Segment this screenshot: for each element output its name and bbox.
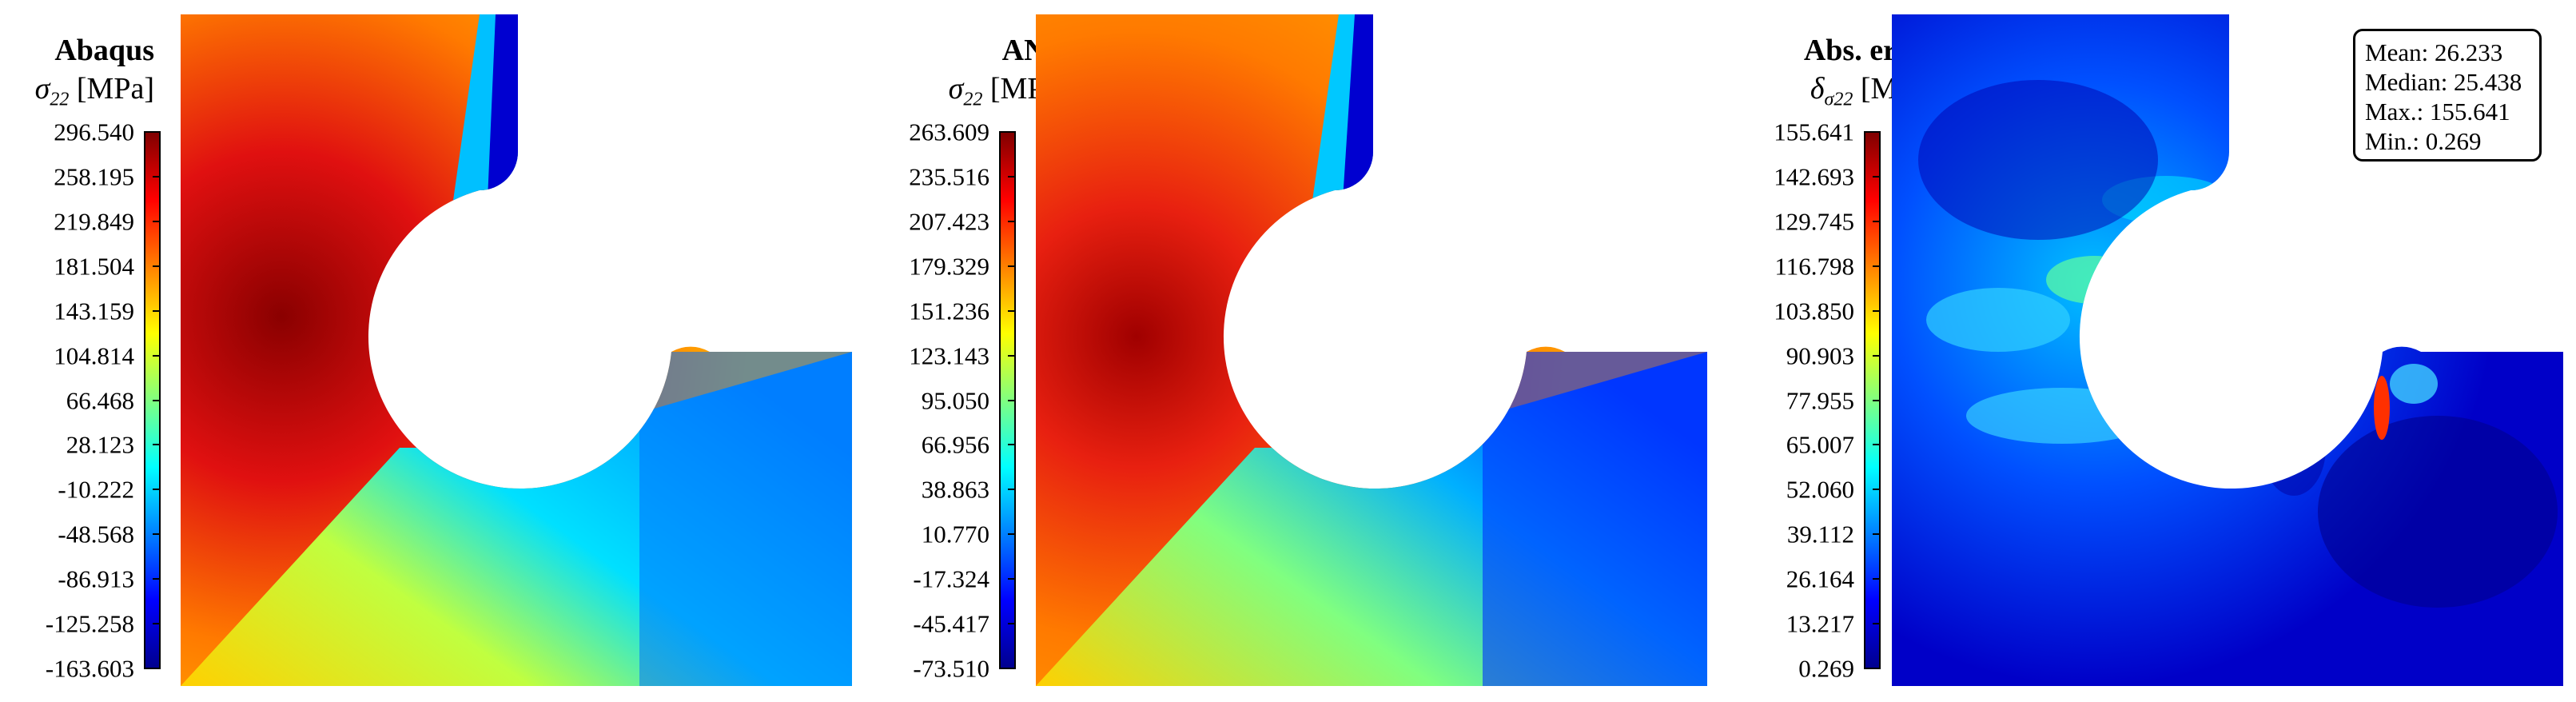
colorbar-tick-mark [153, 444, 161, 446]
colorbar-tick-label: -86.913 [58, 564, 134, 593]
stress-field-abaqus [181, 14, 852, 686]
colorbar-tick-label: 179.329 [909, 252, 989, 281]
colorbar-tick-label: 123.143 [909, 341, 989, 370]
colorbar-tick-mark [1873, 131, 1881, 133]
colorbar-tick-label: 90.903 [1786, 341, 1854, 370]
colorbar-tick-label: 66.468 [66, 386, 134, 414]
colorbar-tick-mark [153, 578, 161, 580]
stat-mean: Mean: 26.233 [2365, 38, 2503, 66]
colorbar-tick-label: -125.258 [45, 609, 134, 638]
quantity-label: σ22 [MPa] [34, 72, 154, 110]
colorbar-tick-mark [1873, 444, 1881, 446]
colorbar-tick-mark [153, 309, 161, 312]
colorbar-tick-mark [1008, 668, 1016, 669]
colorbar-tick-mark [1873, 354, 1881, 357]
colorbar-tick-label: 95.050 [921, 386, 989, 414]
colorbar-tick-label: 38.863 [921, 475, 989, 504]
colorbar-tick-mark [153, 623, 161, 625]
colorbar-tick-mark [1008, 265, 1016, 267]
stat-median: Median: 25.438 [2365, 68, 2522, 96]
colorbar-tick-label: -45.417 [913, 609, 989, 638]
colorbar-tick-label: 39.112 [1786, 520, 1854, 548]
colorbar-tick-mark [1873, 578, 1881, 580]
colorbar-tick-mark [1008, 131, 1016, 133]
error-field [1892, 14, 2563, 686]
colorbar-tick-label: 207.423 [909, 207, 989, 236]
panel-header: Abaqus σ22 [MPa] [35, 35, 154, 110]
colorbar-tick-label: 258.195 [54, 162, 134, 191]
colorbar-tick-label: -17.324 [913, 564, 989, 593]
colorbar-tick-mark [153, 399, 161, 401]
colorbar-tick-mark [1008, 444, 1016, 446]
colorbar-tick-label: 143.159 [54, 297, 134, 325]
colorbar-tick-mark [1873, 309, 1881, 312]
colorbar-tick-label: 28.123 [66, 430, 134, 459]
colorbar-tick-mark [153, 668, 161, 669]
colorbar-tick-label: 142.693 [1774, 162, 1854, 191]
colorbar-tick-label: -48.568 [58, 520, 134, 548]
colorbar-tick-label: 104.814 [54, 341, 134, 370]
colorbar-tick-label: 296.540 [54, 118, 134, 146]
colorbar-tick-mark [153, 175, 161, 177]
colorbar-tick-label: 65.007 [1786, 430, 1854, 459]
colorbar-tick-mark [153, 489, 161, 491]
colorbar-tick-mark [1008, 220, 1016, 222]
colorbar-tick-mark [153, 131, 161, 133]
colorbar-tick-mark [1008, 309, 1016, 312]
colorbar-tick-label: -163.603 [45, 654, 134, 683]
colorbar-tick-mark [153, 354, 161, 357]
stats-box: Mean: 26.233 Median: 25.438 Max.: 155.64… [2353, 29, 2542, 162]
colorbar-tick-mark [1873, 220, 1881, 222]
colorbar-tick-label: 129.745 [1774, 207, 1854, 236]
colorbar-tick-mark [153, 220, 161, 222]
colorbar-tick-mark [1873, 175, 1881, 177]
colorbar-tick-mark [1873, 533, 1881, 536]
colorbar-tick-mark [1873, 489, 1881, 491]
colorbar-tick-label: 116.798 [1774, 252, 1854, 281]
colorbar-tick-mark [1008, 578, 1016, 580]
stat-max: Max.: 155.641 [2365, 98, 2510, 126]
colorbar-tick-label: 66.956 [921, 430, 989, 459]
colorbar-tick-mark [1873, 399, 1881, 401]
colorbar-tick-mark [1873, 265, 1881, 267]
colorbar-tick-label: 181.504 [54, 252, 134, 281]
panel-abs-error: Abs. error δσ22 [MPa] [1718, 0, 2576, 702]
colorbar-tick-label: 151.236 [909, 297, 989, 325]
panel-abaqus: Abaqus σ22 [MPa] [0, 0, 859, 702]
colorbar-tick-mark [1008, 489, 1016, 491]
colorbar-tick-label: 26.164 [1786, 564, 1854, 593]
colorbar-tick-label: -73.510 [913, 654, 989, 683]
colorbar-tick-mark [153, 265, 161, 267]
colorbar-tick-label: 0.269 [1798, 654, 1854, 683]
colorbar-tick-label: 263.609 [909, 118, 989, 146]
colorbar-tick-label: -10.222 [58, 475, 134, 504]
colorbar-tick-label: 155.641 [1774, 118, 1854, 146]
colorbar-tick-label: 13.217 [1786, 609, 1854, 638]
colorbar-tick-mark [153, 533, 161, 536]
colorbar-tick-mark [1008, 175, 1016, 177]
colorbar-tick-label: 219.849 [54, 207, 134, 236]
colorbar-tick-mark [1873, 668, 1881, 669]
colorbar-tick-mark [1008, 399, 1016, 401]
colorbar-tick-label: 235.516 [909, 162, 989, 191]
colorbar-tick-label: 77.955 [1786, 386, 1854, 414]
colorbar-tick-label: 10.770 [921, 520, 989, 548]
panel-title: Abaqus [54, 34, 154, 67]
stat-min: Min.: 0.269 [2365, 127, 2482, 155]
colorbar-tick-mark [1008, 354, 1016, 357]
colorbar-tick-label: 52.060 [1786, 475, 1854, 504]
colorbar-tick-mark [1873, 623, 1881, 625]
colorbar-tick-label: 103.850 [1774, 297, 1854, 325]
stress-field-ann [1036, 14, 1707, 686]
panel-ann: ANN σ22 [MPa] [859, 0, 1718, 702]
colorbar-tick-mark [1008, 533, 1016, 536]
colorbar-tick-mark [1008, 623, 1016, 625]
